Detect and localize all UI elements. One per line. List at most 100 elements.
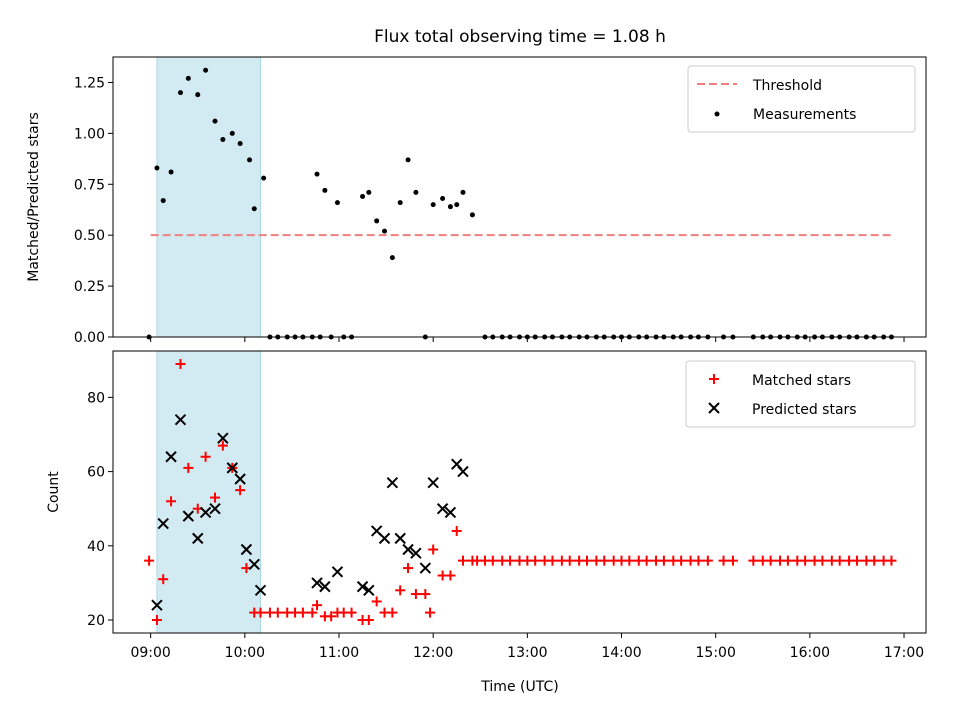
predicted-stars-point (402, 543, 414, 556)
bot-x-tick-label: 16:00 (790, 645, 830, 661)
measurement-point (322, 187, 328, 193)
bottom-y-axis-label: Count (46, 471, 62, 513)
predicted-stars-point (151, 599, 163, 611)
bottom-axes-frame (112, 350, 927, 634)
top-y-tick-label: 0.75 (74, 177, 105, 193)
matched-stars-point (151, 615, 162, 626)
predicted-stars-point (444, 506, 457, 519)
matched-stars-point (505, 555, 516, 566)
matched-stars-point (312, 600, 323, 611)
bottom-x-ticks: 09:00 10:00 11:00 12:00 13:00 14:00 15:00 16:00… (130, 633, 924, 661)
matched-stars-point (307, 607, 318, 618)
predicted-stars-point (457, 465, 469, 478)
measurement-point (360, 193, 366, 199)
measurement-point (154, 165, 160, 171)
top-shaded-region-layer (156, 56, 262, 338)
matched-stars-point (420, 589, 431, 600)
measurement-point (469, 212, 475, 218)
matched-stars-point (445, 570, 456, 581)
matched-stars-point (255, 607, 266, 618)
matched-stars-point (387, 607, 398, 618)
predicted-legend-swatch (708, 402, 720, 414)
matched-stars-point (395, 585, 406, 596)
measurement-point (168, 169, 174, 175)
measurement-point (334, 200, 340, 206)
top-axes-frame (112, 56, 927, 338)
predicted-stars-point (182, 510, 195, 522)
matched-stars-point (782, 555, 793, 566)
bot-x-tick-label: 12:00 (413, 645, 453, 661)
matched-legend-swatch (709, 374, 719, 384)
predicted-stars-point (394, 532, 406, 545)
bot-x-tick-label: 10:00 (225, 645, 265, 661)
predicted-stars-point (319, 580, 331, 593)
matched-stars-point (727, 555, 738, 566)
bottom-count-points (144, 358, 897, 626)
predicted-stars-point (217, 432, 229, 444)
matched-stars-point (547, 555, 558, 566)
legend-measurements-label: Measurements (753, 107, 856, 123)
matched-stars-point (410, 589, 421, 600)
matched-stars-point (451, 525, 462, 536)
matched-stars-point (800, 555, 811, 566)
predicted-stars-point (234, 473, 246, 485)
matched-stars-point (641, 555, 652, 566)
matched-stars-point (363, 615, 374, 626)
bot-y-tick-label: 40 (87, 539, 105, 555)
matched-stars-point (272, 607, 283, 618)
bot-x-tick-label: 09:00 (130, 645, 170, 661)
matched-stars-point (851, 555, 862, 566)
matched-stars-point (166, 496, 177, 507)
matched-stars-point (210, 492, 221, 503)
matched-stars-point (200, 451, 211, 462)
predicted-stars-point (331, 566, 344, 578)
measurement-point (160, 198, 166, 204)
top-panel: 0.00 0.25 0.50 0.75 1.00 1.25 Matched/Predict… (26, 56, 927, 346)
bot-y-tick-label: 60 (87, 465, 105, 481)
matched-stars-point (144, 555, 155, 566)
measurement-point (212, 118, 218, 124)
matched-stars-point (235, 485, 246, 496)
bottom-legend-box (685, 360, 916, 428)
measurement-point (397, 200, 403, 206)
predicted-stars-point (226, 462, 238, 474)
predicted-stars-point (199, 506, 212, 519)
measurement-point (220, 136, 226, 142)
bot-x-tick-label: 11:00 (319, 645, 359, 661)
chart-title: Flux total observing time = 1.08 h (374, 27, 666, 47)
measurement-point (460, 189, 466, 195)
matched-stars-point (428, 544, 439, 555)
matched-stars-point (346, 607, 357, 618)
predicted-stars-point (436, 502, 449, 515)
predicted-stars-point (240, 543, 253, 556)
top-shaded-region (156, 56, 262, 338)
matched-stars-point (183, 462, 194, 473)
matched-stars-point (702, 555, 713, 566)
matched-stars-point (457, 555, 468, 566)
matched-stars-point (693, 555, 704, 566)
top-y-tick-label: 1.25 (74, 75, 105, 91)
top-y-axis-label: Matched/Predicted stars (26, 112, 42, 282)
matched-stars-point (371, 596, 382, 607)
measurement-point (247, 157, 253, 163)
legend-threshold-label: Threshold (752, 78, 822, 94)
bot-x-tick-label: 13:00 (507, 645, 547, 661)
predicted-stars-point (356, 580, 369, 593)
top-legend: Threshold Measurements (687, 65, 916, 133)
bot-shaded-region (156, 350, 262, 634)
measurement-point (185, 75, 191, 81)
matched-stars-point (765, 555, 776, 566)
matched-stars-point (676, 555, 687, 566)
matched-stars-point (817, 555, 828, 566)
measurement-point (454, 202, 460, 208)
top-y-tick-label: 0.25 (74, 279, 105, 295)
matched-stars-point (326, 611, 337, 622)
measurement-point (229, 130, 235, 136)
measurement-point (389, 255, 395, 261)
top-x-ticks (150, 337, 905, 342)
matched-stars-point (624, 555, 635, 566)
bot-y-tick-label: 80 (87, 390, 105, 406)
top-y-ticks: 0.00 0.25 0.50 0.75 1.00 1.25 (74, 75, 113, 346)
bot-x-tick-label: 15:00 (696, 645, 736, 661)
